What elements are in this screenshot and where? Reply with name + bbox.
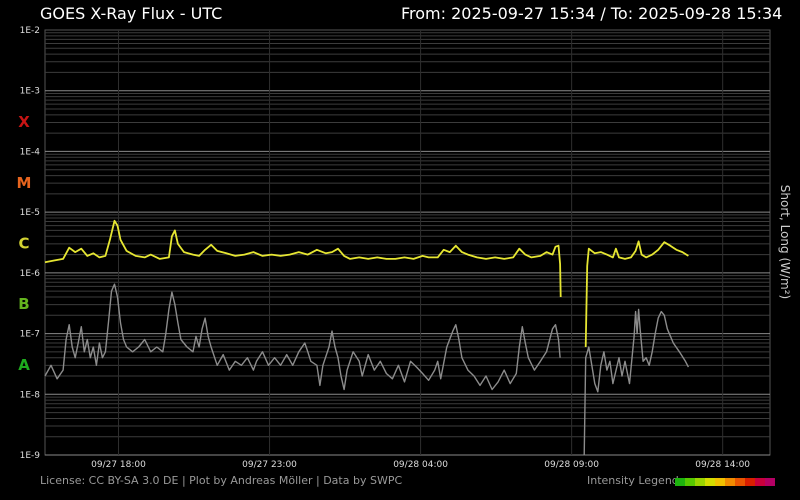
- flare-class-labels: X M C B A: [17, 113, 32, 374]
- y-axis-label: Short, Long (W/m²): [778, 185, 792, 299]
- series-line-short: [44, 283, 561, 391]
- legend-swatch: [745, 478, 755, 486]
- legend-swatch: [765, 478, 775, 486]
- y-tick-label: 1E-7: [20, 330, 40, 340]
- legend-swatch: [675, 478, 685, 486]
- intensity-legend-label: Intensity Legend: [587, 474, 679, 487]
- gridlines: [45, 30, 770, 456]
- series-lines: [44, 219, 690, 456]
- y-tick-label: 1E-6: [20, 269, 41, 279]
- legend-swatch: [725, 478, 735, 486]
- legend-swatch: [755, 478, 765, 486]
- credits: License: CC BY-SA 3.0 DE | Plot by Andre…: [40, 474, 403, 487]
- legend-swatch: [685, 478, 695, 486]
- flare-class-label: B: [18, 295, 29, 313]
- legend-swatch: [735, 478, 745, 486]
- legend-swatch: [715, 478, 725, 486]
- y-tick-label: 1E-9: [20, 451, 41, 461]
- flare-class-label: M: [17, 174, 32, 192]
- x-tick-label: 09/27 18:00: [91, 460, 146, 470]
- chart-title: GOES X-Ray Flux - UTC: [40, 4, 223, 23]
- x-tick-label: 09/28 14:00: [695, 460, 750, 470]
- x-tick-label: 09/27 23:00: [242, 460, 297, 470]
- series-line-long: [44, 219, 562, 298]
- series-line-short: [583, 308, 690, 456]
- y-tick-label: 1E-3: [20, 87, 40, 97]
- y-tick-label: 1E-4: [20, 147, 41, 157]
- y-tick-label: 1E-5: [20, 208, 40, 218]
- y-tick-labels: 1E-2 1E-3 1E-4 1E-5 1E-6 1E-7 1E-8 1E-9: [20, 26, 41, 461]
- plot-area: [44, 29, 771, 456]
- flare-class-label: C: [18, 235, 29, 253]
- y-tick-label: 1E-8: [20, 390, 41, 400]
- intensity-legend-bar: [675, 478, 775, 486]
- x-tick-label: 09/28 09:00: [544, 460, 599, 470]
- time-range: From: 2025-09-27 15:34 / To: 2025-09-28 …: [401, 4, 783, 23]
- x-tick-label: 09/28 04:00: [393, 460, 448, 470]
- legend-swatch: [705, 478, 715, 486]
- flare-class-label: A: [18, 356, 30, 374]
- x-tick-labels: 09/27 18:00 09/27 23:00 09/28 04:00 09/28 0…: [91, 460, 750, 470]
- y-tick-label: 1E-2: [20, 26, 40, 36]
- series-line-long: [584, 240, 689, 348]
- flare-class-label: X: [18, 113, 30, 131]
- legend-swatch: [695, 478, 705, 486]
